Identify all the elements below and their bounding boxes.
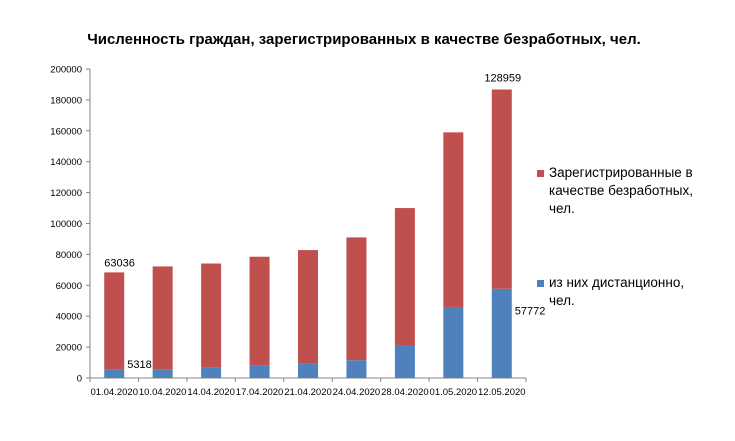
y-tick-label: 120000 (50, 188, 82, 199)
legend-label: Зарегистрированные в (549, 165, 693, 180)
bar-remote (346, 360, 367, 378)
y-tick-label: 60000 (56, 281, 82, 292)
y-tick-label: 20000 (56, 343, 82, 354)
bar-registered (152, 266, 173, 370)
legend-label: чел. (549, 293, 575, 308)
bar-remote (443, 306, 464, 378)
y-tick-label: 180000 (50, 95, 82, 106)
y-tick-label: 80000 (56, 250, 82, 261)
data-label: 5318 (127, 359, 151, 371)
bar-remote (152, 369, 173, 378)
x-tick-label: 24.04.2020 (333, 387, 381, 398)
legend-label: качестве безработных, (549, 183, 693, 198)
x-tick-label: 21.04.2020 (284, 387, 332, 398)
bar-registered (201, 263, 222, 368)
y-tick-label: 200000 (50, 65, 82, 76)
y-tick-label: 100000 (50, 219, 82, 230)
data-label: 63036 (104, 257, 135, 269)
data-label: 128959 (484, 73, 521, 85)
y-tick-label: 0 (77, 374, 82, 385)
x-tick-label: 17.04.2020 (236, 387, 284, 398)
y-tick-label: 160000 (50, 126, 82, 137)
bar-remote (298, 363, 318, 378)
x-tick-label: 12.05.2020 (478, 387, 526, 398)
bar-remote (249, 365, 270, 378)
bar-registered (249, 256, 270, 366)
bar-registered (491, 89, 512, 289)
data-label: 57772 (515, 306, 546, 318)
bar-remote (491, 288, 512, 378)
bar-registered (104, 272, 125, 370)
chart-title: Численность граждан, зарегистрированных … (87, 31, 641, 48)
x-tick-label: 01.04.2020 (90, 387, 138, 398)
legend-label: из них дистанционно, (549, 275, 684, 290)
bar-registered (394, 208, 415, 346)
legend-label: чел. (549, 201, 575, 216)
x-tick-label: 01.05.2020 (430, 387, 478, 398)
legend-swatch-remote (537, 280, 544, 287)
x-tick-label: 10.04.2020 (139, 387, 187, 398)
bar-registered (346, 237, 367, 361)
legend-swatch-registered (537, 170, 544, 177)
bar-registered (443, 132, 464, 307)
y-tick-label: 140000 (50, 157, 82, 168)
x-tick-label: 28.04.2020 (381, 387, 429, 398)
x-tick-label: 14.04.2020 (187, 387, 235, 398)
bar-remote (394, 345, 415, 378)
legend: Зарегистрированные в качестве безработных… (537, 165, 693, 308)
bar-remote (104, 369, 125, 378)
y-tick-label: 40000 (56, 312, 82, 323)
bar-registered (298, 250, 318, 364)
bar-remote (201, 367, 222, 378)
plot-area: 0 20000 40000 60000 80000 100000 120000 140000 1… (50, 65, 545, 399)
